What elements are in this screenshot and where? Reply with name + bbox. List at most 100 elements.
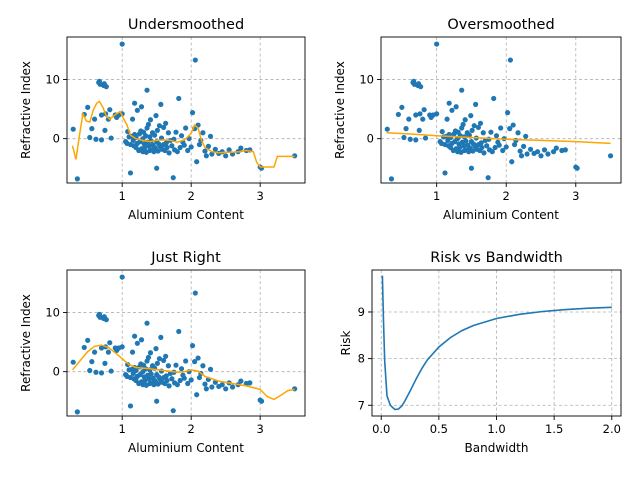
data-point bbox=[481, 150, 487, 156]
data-point bbox=[518, 153, 525, 159]
data-point bbox=[515, 130, 521, 136]
data-point bbox=[463, 138, 469, 144]
data-point bbox=[449, 107, 455, 113]
axes-frame bbox=[66, 269, 306, 417]
x-axis-label: Aluminium Content bbox=[443, 208, 559, 222]
data-point bbox=[169, 143, 175, 149]
data-point bbox=[238, 145, 244, 151]
data-point bbox=[93, 136, 99, 142]
data-point bbox=[421, 107, 427, 113]
data-point bbox=[493, 133, 500, 139]
data-point bbox=[102, 127, 108, 133]
data-point bbox=[527, 146, 534, 152]
data-point bbox=[134, 340, 140, 346]
data-point bbox=[207, 133, 214, 139]
x-tick-label: 2 bbox=[188, 189, 195, 203]
y-tick-label: 10 bbox=[45, 73, 60, 87]
data-point bbox=[460, 121, 466, 128]
data-point bbox=[219, 382, 225, 388]
data-point bbox=[93, 369, 99, 375]
data-point bbox=[108, 135, 114, 141]
data-point bbox=[444, 116, 450, 122]
data-point bbox=[416, 127, 422, 133]
data-point bbox=[521, 143, 527, 149]
data-point bbox=[145, 121, 152, 128]
data-point bbox=[413, 112, 419, 118]
axes-frame bbox=[66, 36, 306, 184]
data-point bbox=[500, 147, 506, 154]
data-point bbox=[484, 143, 490, 149]
data-point bbox=[144, 320, 150, 326]
data-point bbox=[166, 150, 172, 156]
data-point bbox=[488, 129, 494, 135]
data-point bbox=[203, 386, 209, 392]
data-point bbox=[461, 143, 467, 149]
data-point bbox=[153, 113, 159, 119]
data-point bbox=[119, 41, 125, 47]
data-point bbox=[173, 129, 179, 135]
data-point bbox=[160, 124, 167, 131]
data-point bbox=[98, 137, 105, 143]
data-point bbox=[129, 349, 136, 355]
data-point bbox=[138, 337, 145, 343]
data-point bbox=[420, 116, 426, 122]
data-point bbox=[165, 363, 172, 369]
x-tick-label: 0.5 bbox=[430, 422, 448, 436]
y-tick-label: 8 bbox=[358, 352, 365, 366]
data-point bbox=[142, 377, 148, 384]
data-point bbox=[192, 57, 198, 63]
data-point bbox=[195, 355, 201, 361]
data-point bbox=[174, 382, 180, 388]
data-point bbox=[127, 403, 134, 409]
data-point bbox=[486, 136, 492, 142]
data-point bbox=[196, 374, 203, 381]
data-point bbox=[132, 333, 138, 339]
data-point bbox=[148, 371, 154, 377]
y-axis-label: Refractive Index bbox=[19, 294, 33, 392]
data-point bbox=[152, 132, 158, 138]
data-point bbox=[156, 123, 163, 129]
data-point bbox=[170, 408, 176, 414]
data-point bbox=[146, 376, 152, 382]
data-point bbox=[473, 101, 479, 107]
data-point bbox=[185, 147, 191, 154]
data-point bbox=[98, 112, 105, 118]
data-point bbox=[510, 122, 516, 128]
data-point bbox=[89, 126, 95, 132]
data-point bbox=[147, 350, 154, 356]
data-point bbox=[85, 104, 91, 110]
data-point bbox=[492, 144, 498, 151]
data-point bbox=[194, 159, 200, 165]
data-point bbox=[98, 370, 105, 376]
data-point bbox=[469, 127, 475, 133]
data-point bbox=[138, 104, 145, 110]
data-point bbox=[192, 290, 198, 296]
data-point bbox=[163, 140, 169, 146]
data-point bbox=[462, 117, 468, 123]
data-point bbox=[108, 368, 114, 374]
data-point bbox=[188, 377, 194, 383]
data-point bbox=[395, 111, 401, 118]
data-point bbox=[164, 377, 170, 384]
x-tick-label: 1 bbox=[433, 189, 440, 203]
data-point bbox=[475, 124, 481, 131]
data-point bbox=[70, 126, 76, 132]
data-point bbox=[388, 176, 395, 182]
smooth-curve bbox=[71, 100, 295, 168]
x-tick-label: 1.0 bbox=[487, 422, 505, 436]
data-point bbox=[545, 151, 551, 157]
data-point bbox=[107, 107, 113, 113]
data-point bbox=[147, 117, 154, 123]
x-tick-label: 1 bbox=[119, 422, 126, 436]
data-point bbox=[200, 130, 206, 136]
data-point bbox=[107, 340, 113, 346]
data-point bbox=[523, 133, 529, 139]
data-point bbox=[212, 146, 218, 152]
data-point bbox=[457, 144, 463, 151]
data-point bbox=[188, 144, 194, 150]
data-point bbox=[209, 151, 215, 157]
data-point bbox=[509, 159, 515, 165]
data-point bbox=[165, 130, 172, 136]
data-point bbox=[442, 170, 448, 176]
